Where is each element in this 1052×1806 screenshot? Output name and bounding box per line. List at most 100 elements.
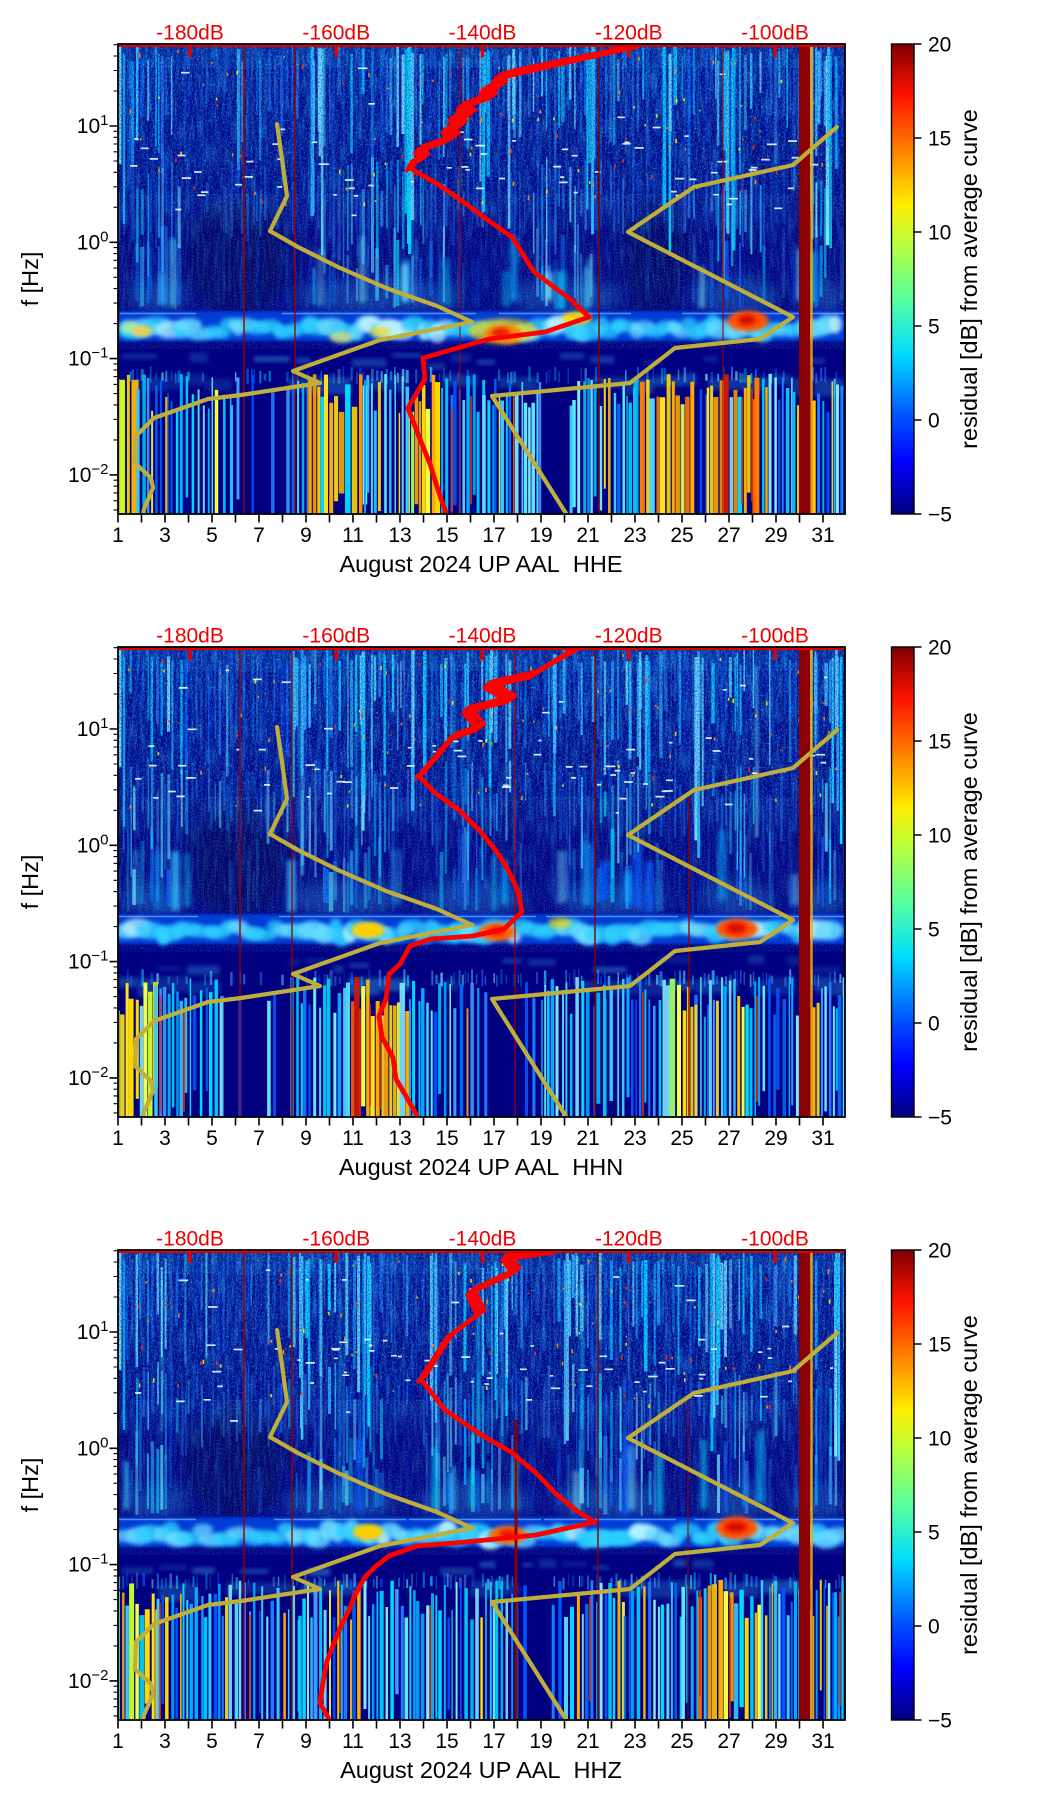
svg-text:7: 7 (253, 1127, 265, 1150)
svg-text:31: 31 (811, 1730, 834, 1753)
svg-text:23: 23 (623, 524, 646, 547)
svg-text:21: 21 (576, 524, 599, 547)
svg-text:29: 29 (764, 1730, 787, 1753)
svg-text:20: 20 (928, 1240, 951, 1263)
svg-text:f [Hz]: f [Hz] (17, 252, 43, 307)
svg-text:5: 5 (206, 1127, 218, 1150)
svg-text:3: 3 (159, 524, 171, 547)
svg-text:101: 101 (77, 1318, 109, 1344)
svg-text:13: 13 (388, 1127, 411, 1150)
svg-text:0: 0 (928, 1616, 940, 1639)
svg-text:29: 29 (764, 1127, 787, 1150)
svg-text:20: 20 (928, 637, 951, 660)
svg-text:27: 27 (717, 1127, 740, 1150)
svg-text:-100dB: -100dB (741, 1228, 809, 1251)
svg-text:15: 15 (928, 731, 951, 754)
svg-text:23: 23 (623, 1127, 646, 1150)
svg-text:15: 15 (435, 1730, 458, 1753)
svg-text:10: 10 (928, 825, 951, 848)
svg-text:11: 11 (342, 1730, 364, 1753)
svg-text:20: 20 (928, 34, 951, 57)
svg-text:August 2024 UP AAL HHN: August 2024 UP AAL HHN (339, 1154, 623, 1180)
svg-text:August 2024 UP AAL HHE: August 2024 UP AAL HHE (339, 551, 622, 577)
svg-text:f [Hz]: f [Hz] (17, 855, 43, 910)
svg-text:10−1: 10−1 (68, 1551, 108, 1577)
svg-text:100: 100 (77, 1434, 109, 1460)
svg-text:100: 100 (77, 228, 109, 254)
svg-text:10−1: 10−1 (68, 345, 108, 371)
svg-text:15: 15 (435, 1127, 458, 1150)
svg-text:7: 7 (253, 524, 265, 547)
svg-text:-140dB: -140dB (449, 625, 517, 648)
svg-text:residual [dB] from average cur: residual [dB] from average curve (956, 712, 982, 1052)
svg-text:-180dB: -180dB (156, 1228, 224, 1251)
svg-text:15: 15 (928, 1334, 951, 1357)
svg-text:5: 5 (928, 316, 940, 339)
svg-text:13: 13 (388, 524, 411, 547)
svg-text:-180dB: -180dB (156, 22, 224, 45)
svg-text:31: 31 (811, 1127, 834, 1150)
svg-text:f [Hz]: f [Hz] (17, 1458, 43, 1513)
svg-text:3: 3 (159, 1730, 171, 1753)
svg-text:-140dB: -140dB (449, 1228, 517, 1251)
svg-text:9: 9 (300, 524, 312, 547)
svg-text:27: 27 (717, 524, 740, 547)
svg-text:15: 15 (928, 128, 951, 151)
svg-text:13: 13 (388, 1730, 411, 1753)
svg-text:10: 10 (928, 1428, 951, 1451)
svg-text:9: 9 (300, 1127, 312, 1150)
svg-text:21: 21 (576, 1127, 599, 1150)
svg-text:15: 15 (435, 524, 458, 547)
svg-text:9: 9 (300, 1730, 312, 1753)
svg-text:1: 1 (112, 1127, 124, 1150)
svg-text:29: 29 (764, 524, 787, 547)
svg-text:5: 5 (928, 919, 940, 942)
svg-text:7: 7 (253, 1730, 265, 1753)
svg-text:0: 0 (928, 1013, 940, 1036)
svg-text:-120dB: -120dB (595, 22, 663, 45)
svg-text:10−2: 10−2 (68, 461, 108, 487)
svg-text:−5: −5 (928, 504, 952, 527)
svg-text:101: 101 (77, 112, 109, 138)
svg-text:residual [dB] from average cur: residual [dB] from average curve (956, 1315, 982, 1655)
svg-text:19: 19 (529, 524, 552, 547)
svg-text:-160dB: -160dB (302, 22, 370, 45)
svg-text:25: 25 (670, 1730, 693, 1753)
svg-text:1: 1 (112, 1730, 124, 1753)
svg-text:-140dB: -140dB (449, 22, 517, 45)
svg-text:-180dB: -180dB (156, 625, 224, 648)
svg-text:27: 27 (717, 1730, 740, 1753)
svg-text:31: 31 (811, 524, 834, 547)
svg-text:19: 19 (529, 1730, 552, 1753)
svg-text:-100dB: -100dB (741, 22, 809, 45)
svg-text:11: 11 (342, 1127, 364, 1150)
svg-text:17: 17 (482, 1127, 505, 1150)
svg-text:0: 0 (928, 410, 940, 433)
svg-text:-160dB: -160dB (302, 625, 370, 648)
svg-text:-100dB: -100dB (741, 625, 809, 648)
svg-text:−5: −5 (928, 1107, 952, 1130)
svg-text:-120dB: -120dB (595, 1228, 663, 1251)
svg-text:25: 25 (670, 524, 693, 547)
svg-text:11: 11 (342, 524, 364, 547)
svg-text:1: 1 (112, 524, 124, 547)
svg-text:5: 5 (206, 524, 218, 547)
svg-text:100: 100 (77, 831, 109, 857)
svg-text:23: 23 (623, 1730, 646, 1753)
svg-text:101: 101 (77, 715, 109, 741)
svg-text:5: 5 (928, 1522, 940, 1545)
svg-text:21: 21 (576, 1730, 599, 1753)
svg-text:-120dB: -120dB (595, 625, 663, 648)
svg-text:10−1: 10−1 (68, 948, 108, 974)
svg-text:-160dB: -160dB (302, 1228, 370, 1251)
svg-text:−5: −5 (928, 1710, 952, 1733)
svg-text:residual [dB] from average cur: residual [dB] from average curve (956, 109, 982, 449)
svg-text:5: 5 (206, 1730, 218, 1753)
svg-text:19: 19 (529, 1127, 552, 1150)
svg-text:17: 17 (482, 1730, 505, 1753)
svg-text:10−2: 10−2 (68, 1667, 108, 1693)
svg-text:10: 10 (928, 222, 951, 245)
svg-text:17: 17 (482, 524, 505, 547)
svg-text:10−2: 10−2 (68, 1064, 108, 1090)
svg-text:August 2024 UP AAL HHZ: August 2024 UP AAL HHZ (340, 1757, 622, 1783)
